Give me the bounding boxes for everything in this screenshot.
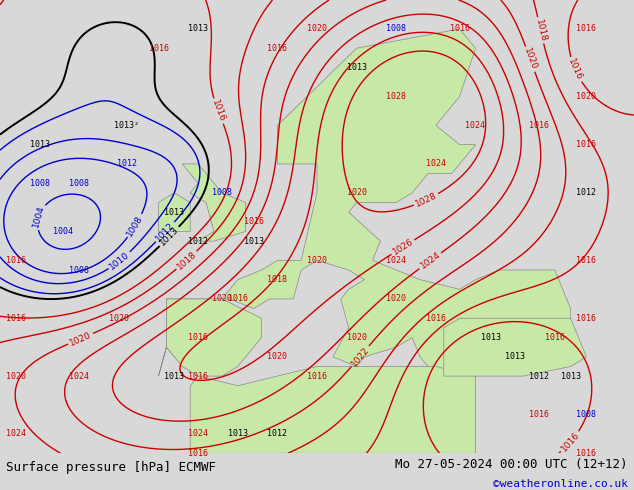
Text: 1020: 1020 bbox=[268, 352, 287, 361]
Text: 1008: 1008 bbox=[126, 214, 145, 238]
Text: 1013: 1013 bbox=[164, 208, 184, 217]
Text: 1024: 1024 bbox=[69, 371, 89, 381]
Text: 1020: 1020 bbox=[522, 47, 538, 72]
Text: 1016: 1016 bbox=[529, 410, 549, 419]
Text: 1008: 1008 bbox=[576, 410, 597, 419]
Text: 1012: 1012 bbox=[268, 429, 287, 439]
Text: ©weatheronline.co.uk: ©weatheronline.co.uk bbox=[493, 480, 628, 490]
Text: 1016: 1016 bbox=[243, 217, 264, 226]
Polygon shape bbox=[166, 299, 261, 376]
Polygon shape bbox=[158, 193, 190, 231]
Text: 1024: 1024 bbox=[426, 159, 446, 169]
Text: 1020: 1020 bbox=[386, 294, 406, 303]
Text: 1004: 1004 bbox=[31, 204, 46, 229]
Text: 1004: 1004 bbox=[53, 227, 74, 236]
Text: 1008: 1008 bbox=[69, 266, 89, 274]
Text: 1013: 1013 bbox=[30, 140, 49, 149]
Text: 1016: 1016 bbox=[559, 430, 581, 454]
Text: 1012: 1012 bbox=[188, 237, 208, 245]
Text: 1020: 1020 bbox=[347, 333, 366, 342]
Text: 1012: 1012 bbox=[154, 220, 176, 244]
Text: 1013²: 1013² bbox=[114, 121, 139, 130]
Polygon shape bbox=[444, 318, 586, 376]
Text: 1016: 1016 bbox=[188, 449, 208, 458]
Text: 1008: 1008 bbox=[30, 179, 49, 188]
Text: 1022: 1022 bbox=[349, 344, 371, 368]
Text: 1016: 1016 bbox=[307, 371, 327, 381]
Text: 1008: 1008 bbox=[386, 24, 406, 33]
Text: 1016: 1016 bbox=[210, 99, 226, 123]
Polygon shape bbox=[190, 367, 476, 453]
Text: 1016: 1016 bbox=[450, 24, 470, 33]
Text: 1013: 1013 bbox=[228, 429, 248, 439]
Text: 1028: 1028 bbox=[414, 191, 439, 209]
Text: 1024: 1024 bbox=[418, 250, 442, 271]
Text: 1024: 1024 bbox=[465, 121, 486, 130]
Text: 1012: 1012 bbox=[576, 188, 597, 197]
Text: 1013: 1013 bbox=[505, 352, 525, 361]
Text: Surface pressure [hPa] ECMWF: Surface pressure [hPa] ECMWF bbox=[6, 462, 216, 474]
Text: 1016: 1016 bbox=[567, 57, 584, 82]
Text: 1008: 1008 bbox=[212, 188, 232, 197]
Text: 1013: 1013 bbox=[158, 225, 181, 248]
Text: 1016: 1016 bbox=[576, 256, 597, 265]
Text: 1020: 1020 bbox=[307, 24, 327, 33]
Text: 1024: 1024 bbox=[386, 256, 406, 265]
Text: 1018: 1018 bbox=[175, 249, 198, 271]
Text: 1020: 1020 bbox=[307, 256, 327, 265]
Text: 1020: 1020 bbox=[68, 330, 93, 347]
Text: 1016: 1016 bbox=[148, 44, 169, 53]
Text: 1016: 1016 bbox=[576, 449, 597, 458]
Text: 1016: 1016 bbox=[6, 256, 26, 265]
Text: 1013: 1013 bbox=[560, 371, 581, 381]
Polygon shape bbox=[183, 164, 246, 241]
Text: 1013: 1013 bbox=[243, 237, 264, 245]
Polygon shape bbox=[158, 29, 571, 376]
Text: 1012: 1012 bbox=[529, 371, 549, 381]
Text: 1016: 1016 bbox=[426, 314, 446, 323]
Text: 1016: 1016 bbox=[6, 314, 26, 323]
Text: 1020: 1020 bbox=[109, 314, 129, 323]
Text: 1016: 1016 bbox=[576, 24, 597, 33]
Text: 1024: 1024 bbox=[6, 429, 26, 439]
Text: 1018: 1018 bbox=[268, 275, 287, 284]
Text: 1016: 1016 bbox=[228, 294, 248, 303]
Text: 1020: 1020 bbox=[6, 371, 26, 381]
Text: 1010: 1010 bbox=[108, 250, 131, 271]
Text: 1008: 1008 bbox=[69, 179, 89, 188]
Text: 1016: 1016 bbox=[529, 121, 549, 130]
Text: 1020: 1020 bbox=[347, 188, 366, 197]
Text: 1028: 1028 bbox=[386, 92, 406, 101]
Text: 1020: 1020 bbox=[576, 92, 597, 101]
Text: Mo 27-05-2024 00:00 UTC (12+12): Mo 27-05-2024 00:00 UTC (12+12) bbox=[395, 458, 628, 471]
Text: 1016: 1016 bbox=[188, 371, 208, 381]
Text: 1013: 1013 bbox=[188, 24, 208, 33]
Text: 1016: 1016 bbox=[576, 314, 597, 323]
Text: 1013: 1013 bbox=[481, 333, 501, 342]
Text: 1026: 1026 bbox=[391, 237, 415, 257]
Text: 1016: 1016 bbox=[268, 44, 287, 53]
Text: 1013: 1013 bbox=[164, 371, 184, 381]
Text: 1024: 1024 bbox=[188, 429, 208, 439]
Text: 1020: 1020 bbox=[212, 294, 232, 303]
Text: 1016: 1016 bbox=[545, 333, 565, 342]
Text: 1016: 1016 bbox=[188, 333, 208, 342]
Text: 1012: 1012 bbox=[117, 159, 137, 169]
Text: 1018: 1018 bbox=[534, 18, 548, 43]
Text: 1016: 1016 bbox=[576, 140, 597, 149]
Text: 1013: 1013 bbox=[347, 63, 366, 72]
